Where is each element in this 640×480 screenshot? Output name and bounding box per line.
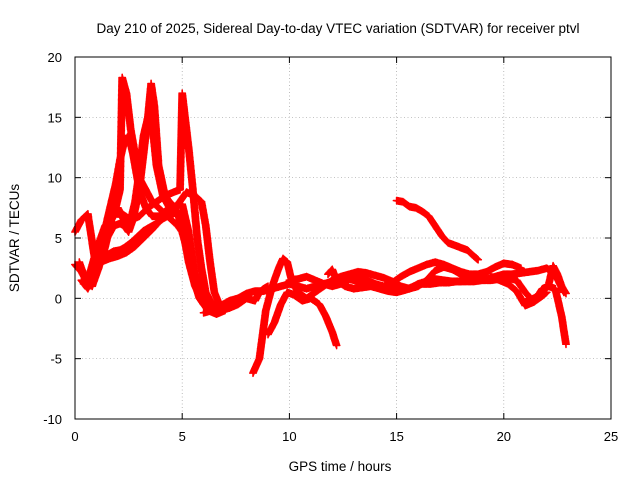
- x-tick-label: 5: [179, 429, 186, 444]
- y-tick-label: -5: [50, 352, 62, 367]
- plot-frame: [74, 56, 612, 420]
- series-arc-7: [96, 188, 225, 312]
- x-tick-labels: 0 5 10 15 20 25: [71, 429, 618, 444]
- y-tick-label: 5: [55, 231, 62, 246]
- series-arc-13: [392, 196, 483, 264]
- series-arc-12: [324, 265, 551, 306]
- series-arc-15: [521, 261, 570, 306]
- y-tick-label: 10: [48, 171, 62, 186]
- x-tick-label: 10: [282, 429, 296, 444]
- x-tick-label: 20: [497, 429, 511, 444]
- x-tick-label: 25: [604, 429, 618, 444]
- x-tick-label: 0: [71, 429, 78, 444]
- y-tick-label: 20: [48, 50, 62, 65]
- y-tick-label: 15: [48, 110, 62, 125]
- series-arc-5: [79, 73, 208, 303]
- y-tick-label: 0: [55, 291, 62, 306]
- chart-title: Day 210 of 2025, Sidereal Day-to-day VTE…: [97, 21, 580, 36]
- y-axis-label: SDTVAR / TECUs: [7, 184, 22, 293]
- y-tick-labels: -10 -5 0 5 10 15 20: [43, 50, 62, 427]
- series-group: [71, 73, 570, 378]
- series-arc-6: [83, 89, 272, 315]
- series-arc-10: [264, 288, 341, 350]
- x-tick-label: 15: [389, 429, 403, 444]
- y-tick-label: -10: [43, 412, 62, 427]
- x-axis-label: GPS time / hours: [289, 459, 392, 474]
